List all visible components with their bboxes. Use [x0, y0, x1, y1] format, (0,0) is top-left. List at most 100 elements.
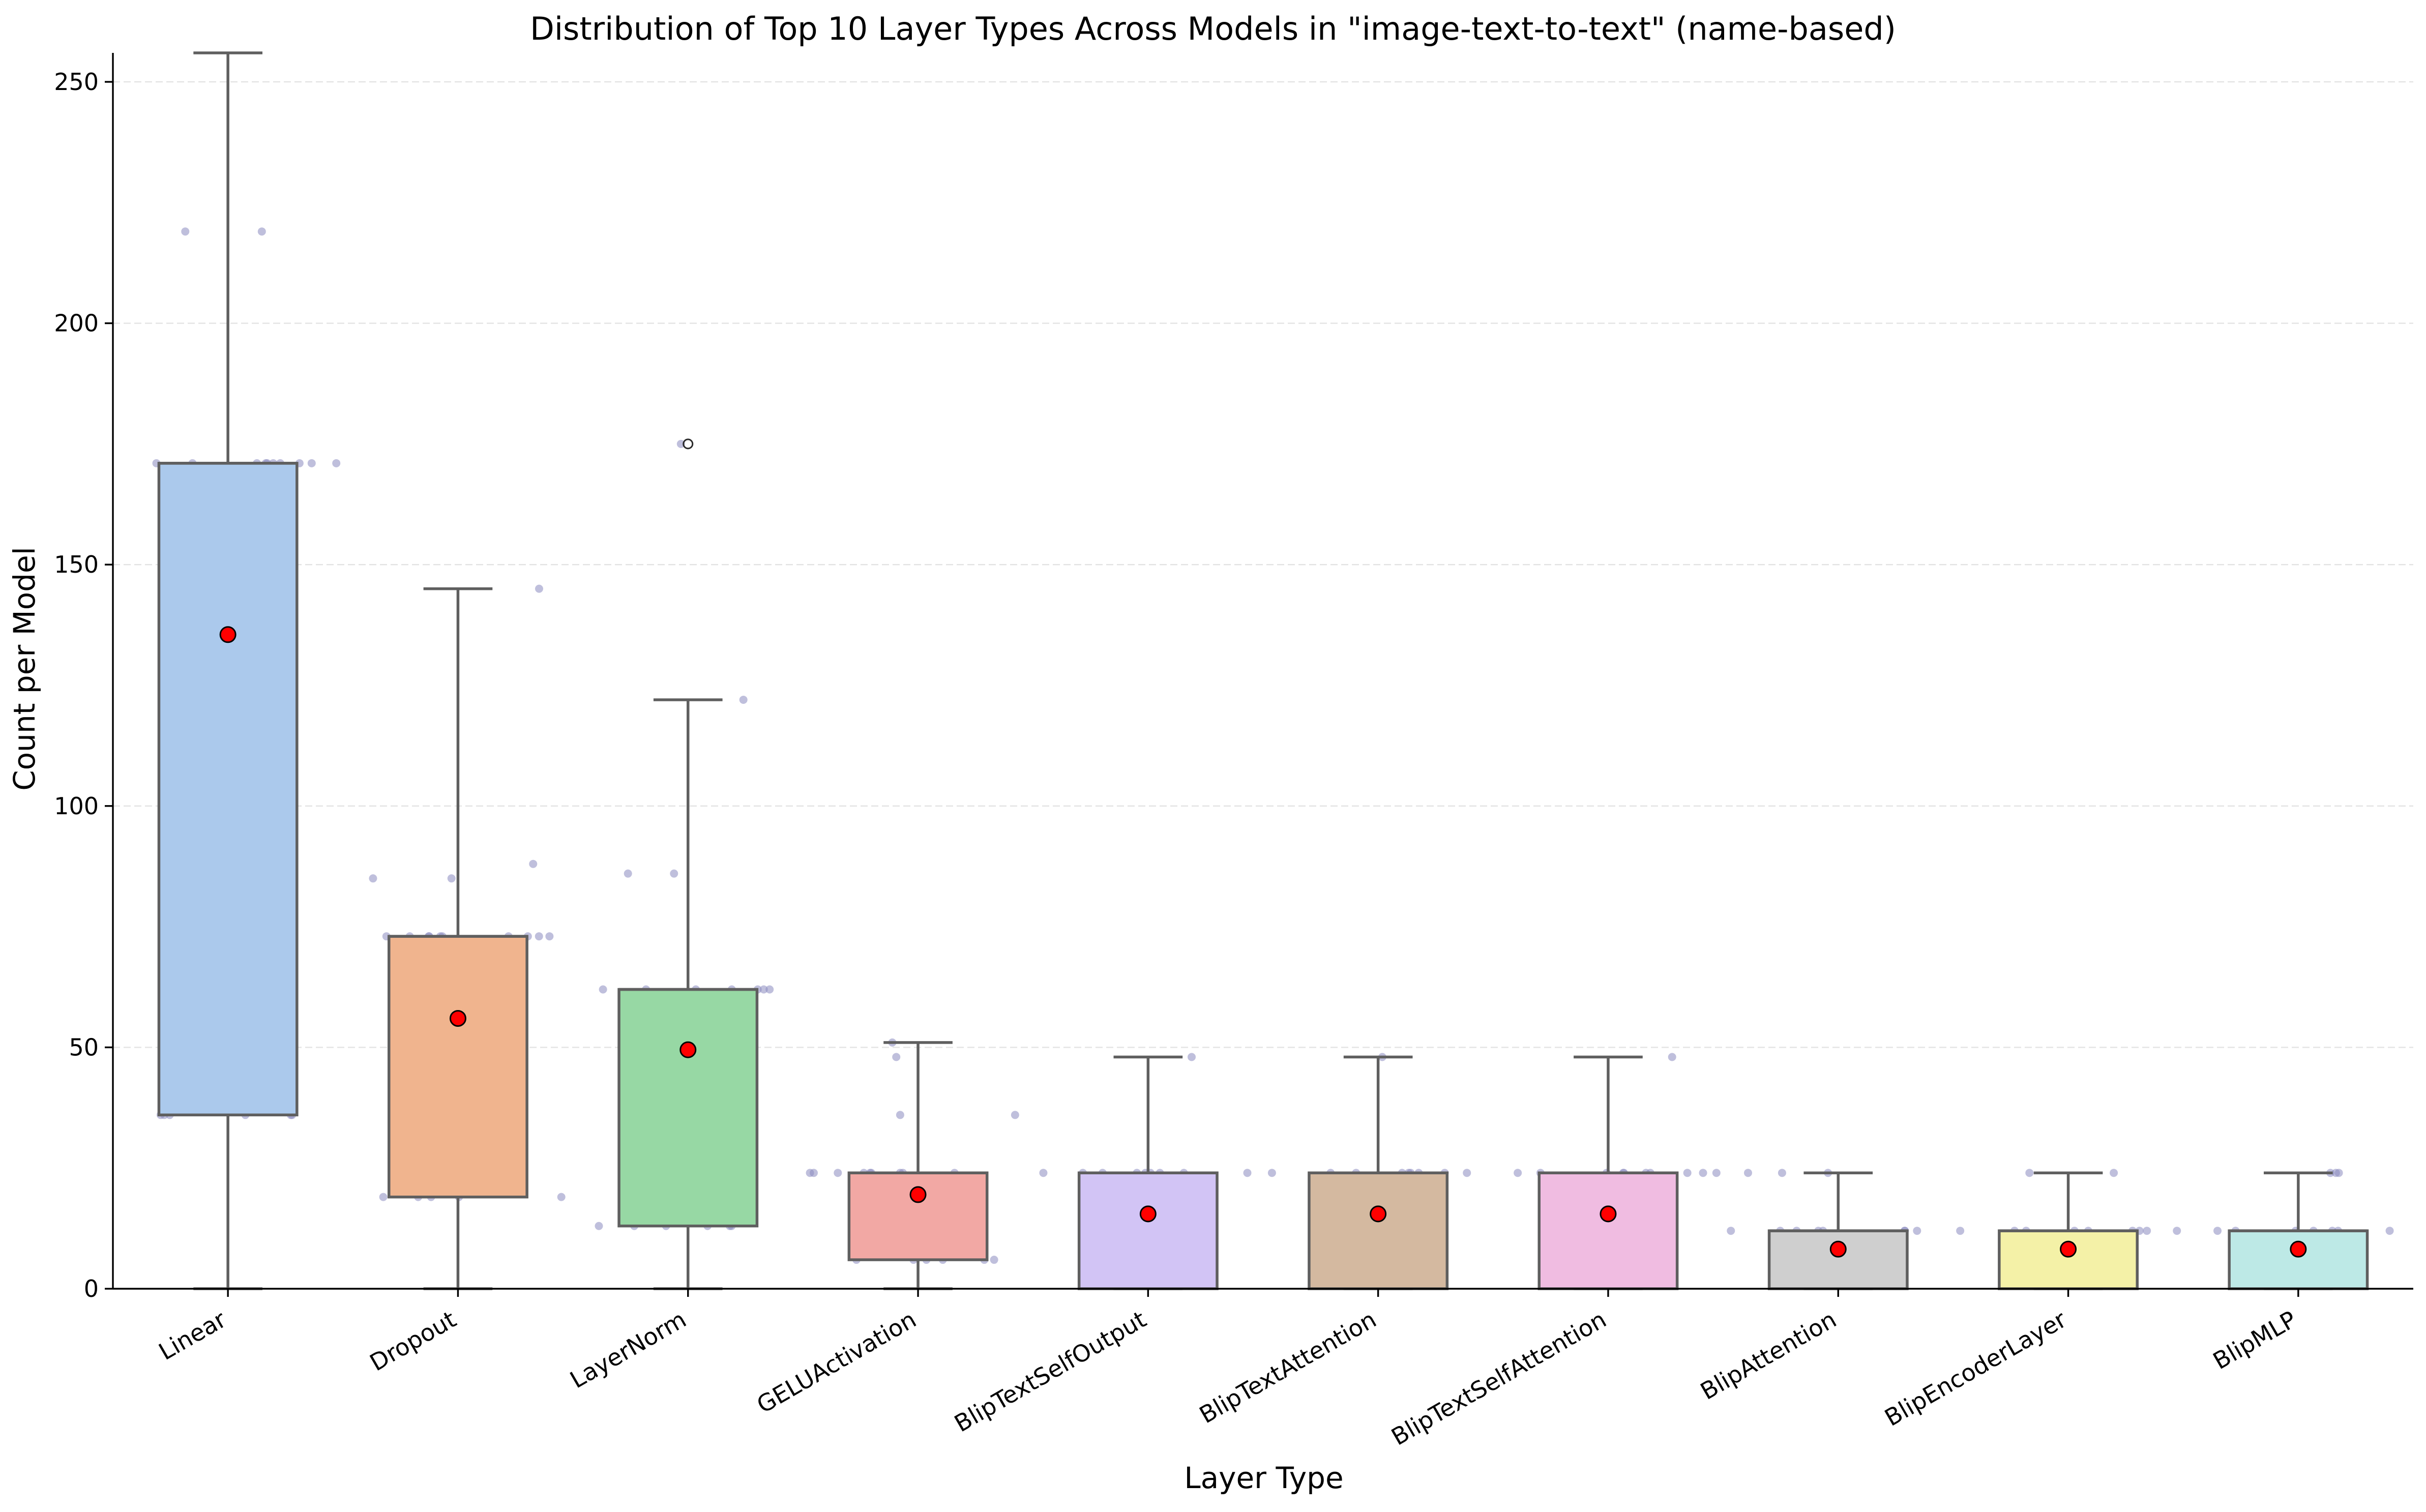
data-point — [896, 1111, 904, 1119]
data-point — [2385, 1227, 2394, 1235]
box-LayerNorm — [617, 438, 759, 1290]
mean-marker — [219, 626, 236, 643]
mean-marker — [2290, 1240, 2307, 1258]
data-point — [1463, 1169, 1471, 1177]
x-tick-labels: Linear Dropout LayerNorm GELUActivation Blip… — [154, 1289, 2301, 1451]
data-point — [892, 1053, 901, 1061]
data-point — [557, 1193, 566, 1201]
mean-marker — [1829, 1240, 1847, 1258]
data-point — [739, 695, 748, 704]
y-axis-label: Count per Model — [7, 547, 42, 791]
box-BlipMLP — [2228, 1171, 2369, 1290]
x-axis-label: Layer Type — [1184, 1461, 1343, 1495]
data-point — [1727, 1227, 1735, 1235]
chart-title: Distribution of Top 10 Layer Types Acros… — [530, 10, 1896, 47]
y-tick-label: 0 — [84, 1275, 99, 1302]
box-GELUActivation — [847, 1041, 989, 1290]
x-tick-label: BlipEncoderLayer — [1880, 1306, 2071, 1432]
mean-marker — [1139, 1205, 1157, 1223]
mean-marker — [909, 1186, 927, 1203]
data-point — [1188, 1053, 1196, 1061]
x-tick-label: GELUActivation — [752, 1306, 921, 1419]
x-tick-label: BlipTextAttention — [1195, 1306, 1381, 1429]
mean-marker — [449, 1010, 466, 1027]
y-tick-label: 200 — [54, 310, 99, 337]
data-point — [1913, 1227, 1921, 1235]
y-tick-label: 100 — [54, 792, 99, 820]
data-point — [1668, 1053, 1676, 1061]
data-point — [535, 584, 543, 593]
data-point — [447, 874, 456, 883]
data-point — [2110, 1169, 2118, 1177]
data-point — [1011, 1111, 1019, 1119]
box-series — [157, 51, 2369, 1290]
data-point — [676, 439, 685, 448]
data-point — [307, 459, 316, 467]
grid-lines — [113, 81, 2413, 1048]
mean-marker — [1370, 1205, 1387, 1223]
data-point — [595, 1222, 603, 1230]
box-body — [388, 935, 528, 1199]
x-tick-label: BlipTextSelfOutput — [950, 1306, 1151, 1438]
data-point — [529, 859, 538, 868]
box-BlipAttention — [1767, 1171, 1909, 1290]
x-tick-label: BlipAttention — [1696, 1306, 1841, 1405]
data-point — [535, 932, 543, 941]
mean-marker — [679, 1041, 697, 1058]
data-point — [1683, 1169, 1692, 1177]
data-point — [2173, 1227, 2181, 1235]
data-point — [181, 227, 190, 236]
data-point — [379, 1193, 388, 1201]
data-point — [834, 1169, 842, 1177]
axes — [112, 53, 2413, 1290]
y-tick-labels: 0 50 100 150 200 250 — [54, 68, 113, 1302]
data-point — [806, 1169, 814, 1177]
x-tick-label: LayerNorm — [566, 1306, 691, 1394]
data-point — [599, 985, 607, 994]
data-point — [332, 459, 341, 467]
data-point — [1039, 1169, 1048, 1177]
mean-marker — [1600, 1205, 1617, 1223]
data-point — [1243, 1169, 1252, 1177]
data-point — [257, 227, 266, 236]
box-BlipEncoderLayer — [1998, 1171, 2139, 1290]
box-BlipTextSelfAttention — [1537, 1055, 1679, 1290]
box-body — [1767, 1229, 1909, 1290]
data-point — [369, 874, 377, 883]
data-point — [624, 869, 632, 878]
y-tick-label: 250 — [54, 68, 99, 96]
box-body — [2228, 1229, 2369, 1290]
box-body — [617, 988, 759, 1228]
data-point — [765, 985, 774, 994]
mean-marker — [2060, 1240, 2077, 1258]
data-point — [545, 932, 554, 941]
data-point — [990, 1256, 998, 1264]
data-point — [2143, 1227, 2151, 1235]
box-body — [1077, 1171, 1219, 1290]
box-body — [1308, 1171, 1449, 1290]
box-BlipTextSelfOutput — [1077, 1055, 1219, 1290]
box-body — [847, 1171, 989, 1261]
data-point — [1699, 1169, 1707, 1177]
data-point — [759, 985, 768, 994]
box-body — [1537, 1171, 1679, 1290]
box-Dropout — [388, 587, 528, 1290]
data-point — [1956, 1227, 1965, 1235]
x-tick-label: BlipMLP — [2208, 1306, 2301, 1375]
data-point — [670, 869, 678, 878]
data-point — [1743, 1169, 1752, 1177]
data-point — [1712, 1169, 1721, 1177]
data-point — [1514, 1169, 1522, 1177]
x-tick-label: Linear — [154, 1306, 231, 1366]
data-point — [1778, 1169, 1786, 1177]
data-point — [1267, 1169, 1276, 1177]
data-point — [2025, 1169, 2034, 1177]
data-point — [2331, 1169, 2340, 1177]
y-tick-label: 150 — [54, 551, 99, 578]
x-tick-label: BlipTextSelfAttention — [1386, 1306, 1611, 1451]
box-Linear — [157, 51, 299, 1290]
outlier-point — [683, 438, 694, 450]
box-BlipTextAttention — [1308, 1055, 1449, 1290]
